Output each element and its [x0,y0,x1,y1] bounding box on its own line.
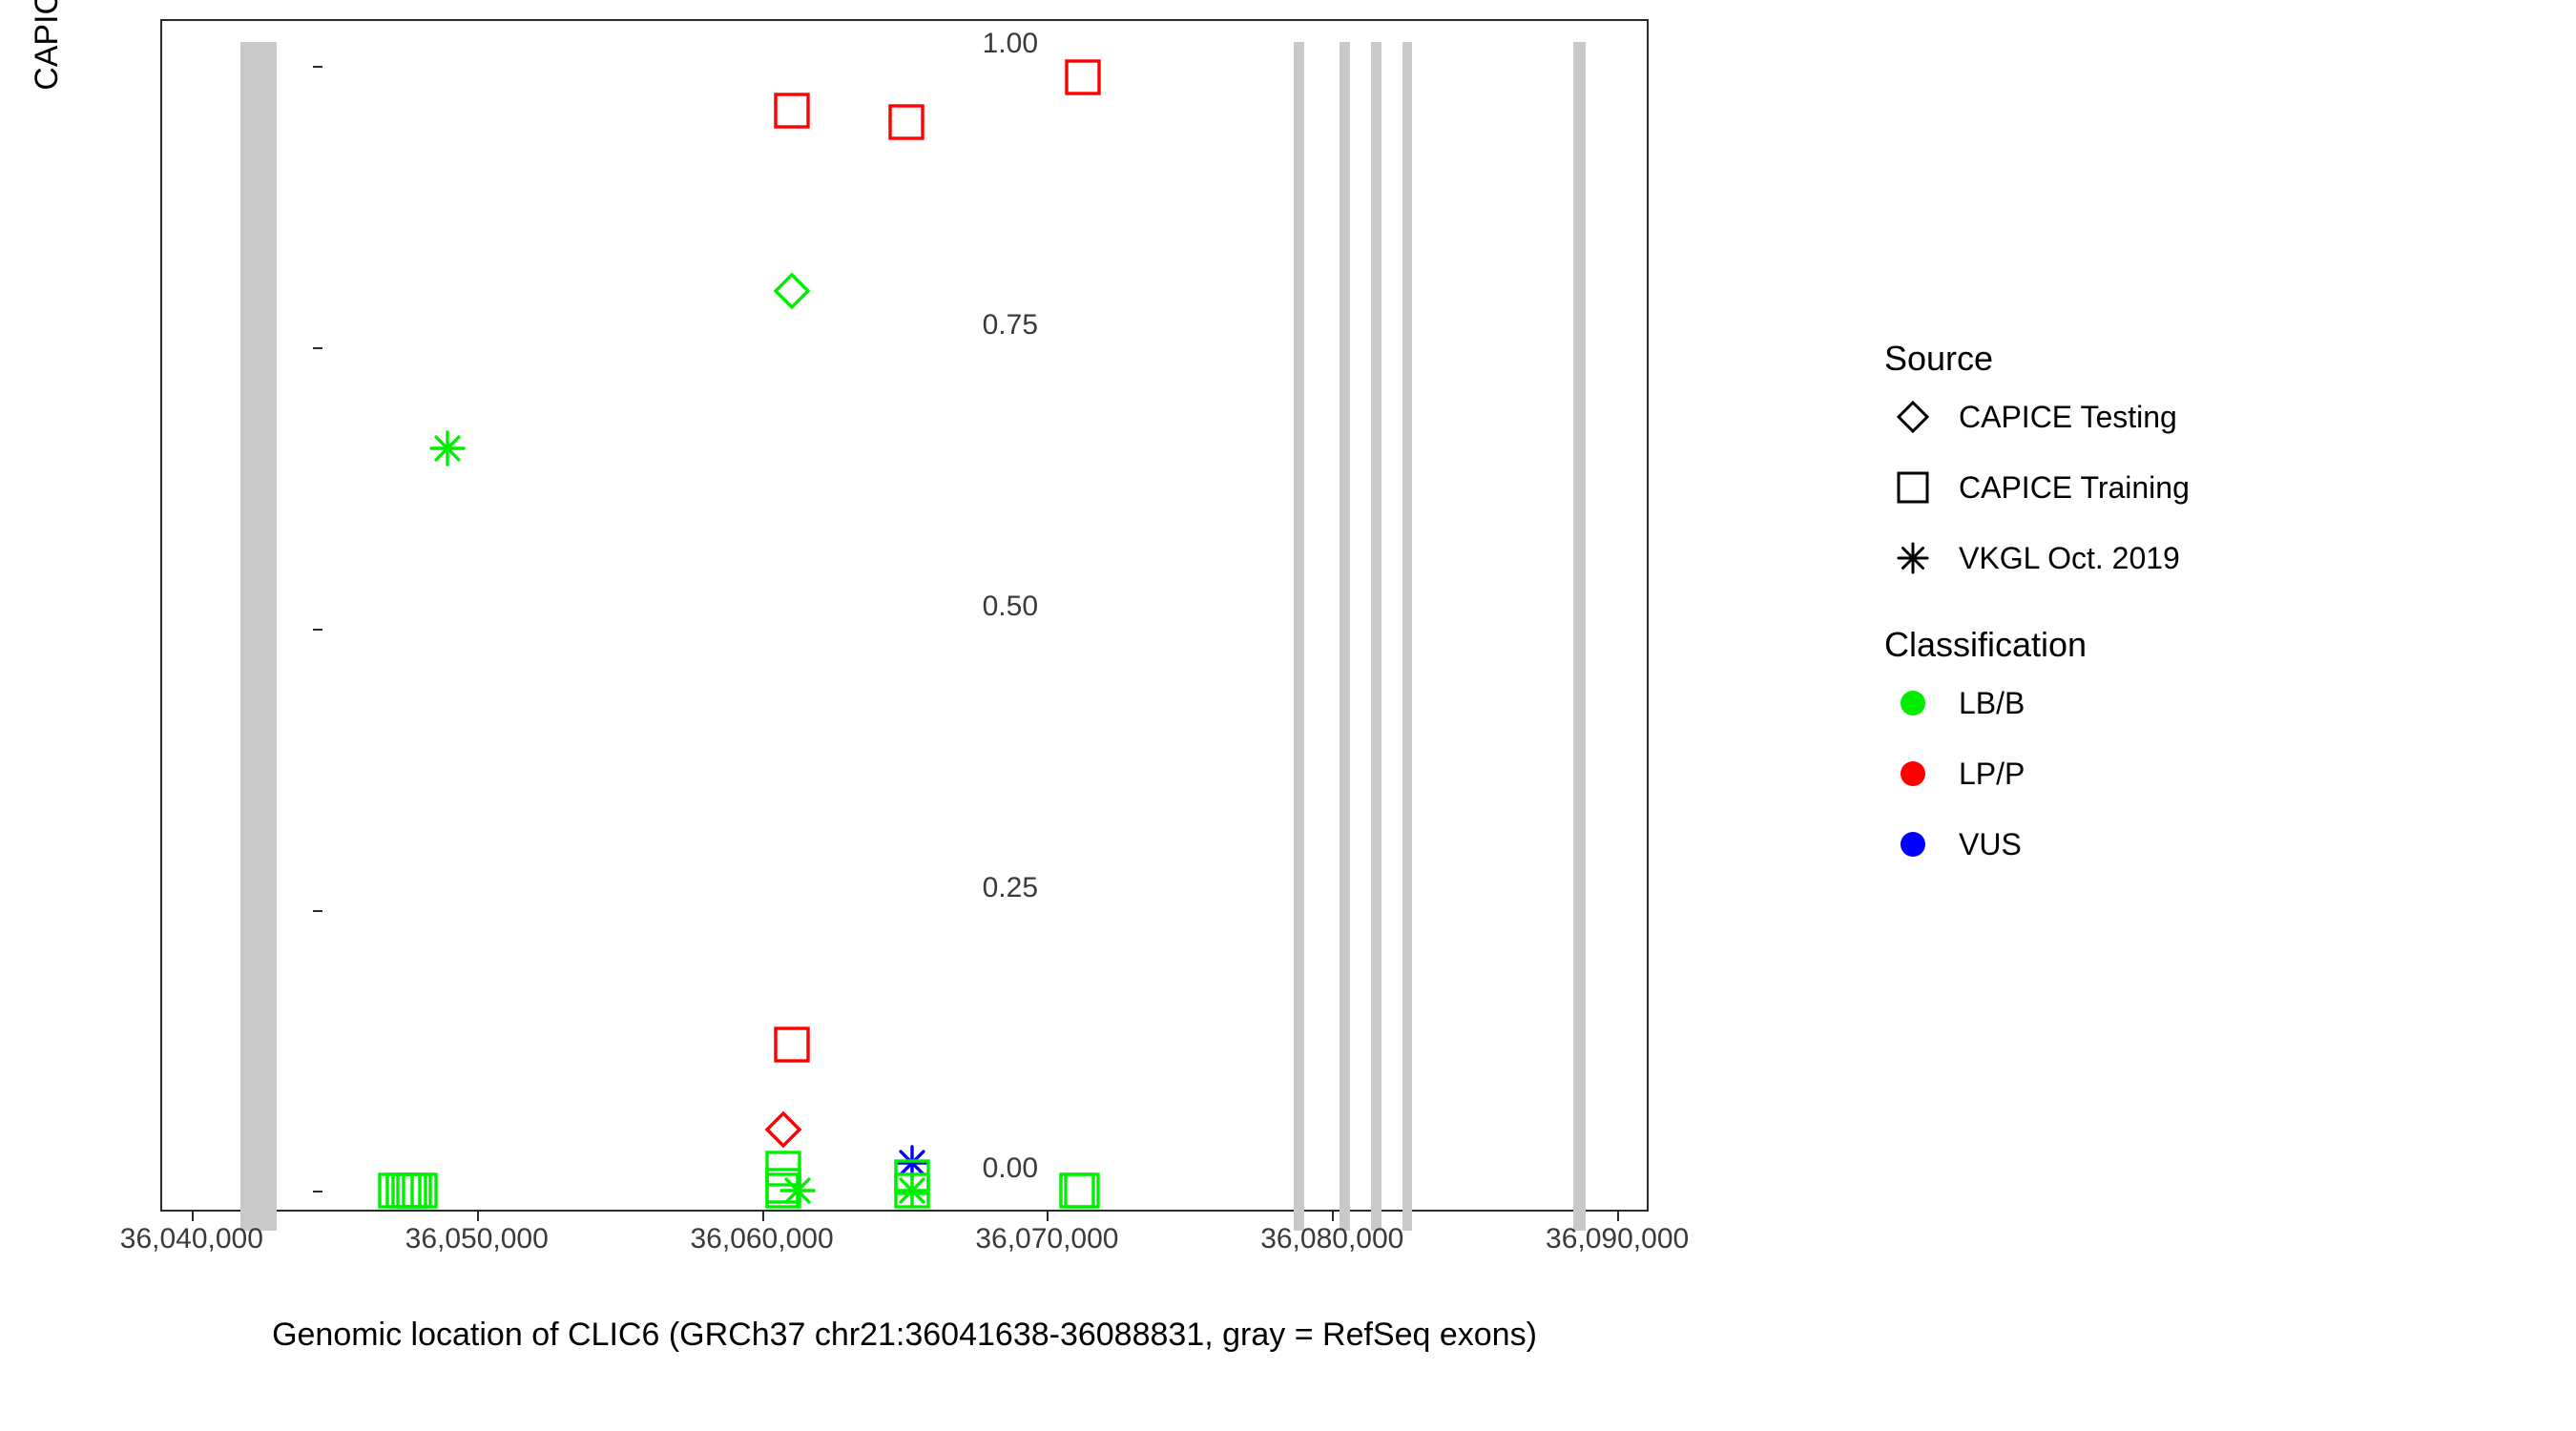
refseq-exon-bar [1371,42,1381,1231]
x-tick-mark [1617,1212,1619,1221]
legend: Source CAPICE Testing CAPICE Training VKGL… [1884,339,2504,911]
diamond-icon [1884,396,1942,438]
circle-icon-lpp [1884,753,1942,795]
data-point-square[interactable] [773,1026,811,1064]
refseq-exon-bar [1340,42,1349,1231]
x-tick-mark [477,1212,479,1221]
x-tick-label: 36,070,000 [961,1223,1132,1255]
x-tick-mark [192,1212,194,1221]
data-point-square[interactable] [1064,58,1102,96]
y-tick-mark [313,910,322,912]
legend-item-source-diamond: CAPICE Testing [1884,396,2504,438]
data-point-square[interactable] [887,103,925,141]
square-icon [1884,467,1942,508]
refseq-exon-bar [1402,42,1412,1231]
legend-source-block: Source CAPICE Testing CAPICE Training VKGL… [1884,339,2504,579]
legend-label-square: CAPICE Training [1959,470,2190,506]
y-tick-mark [313,66,322,68]
y-tick-label: 0.00 [933,1152,1038,1185]
legend-label-vus: VUS [1959,827,2022,862]
x-tick-label: 36,040,000 [106,1223,278,1255]
y-axis-title: CAPICE score (pathogenicity estimate) [29,0,66,238]
legend-item-classification-lpp: LP/P [1884,753,2504,795]
legend-classification-title: Classification [1884,625,2504,665]
refseq-exon-bar [1294,42,1303,1231]
data-point-diamond[interactable] [773,272,811,310]
y-tick-label: 0.75 [933,309,1038,342]
data-point-asterisk[interactable] [428,429,467,467]
x-tick-label: 36,060,000 [676,1223,848,1255]
legend-item-source-asterisk: VKGL Oct. 2019 [1884,537,2504,579]
legend-label-lbb: LB/B [1959,686,2025,721]
legend-source-title: Source [1884,339,2504,379]
x-tick-mark [1332,1212,1334,1221]
legend-label-lpp: LP/P [1959,757,2025,792]
data-point-asterisk[interactable] [779,1172,817,1210]
refseq-exon-bar [1573,42,1586,1231]
x-tick-mark [1047,1212,1049,1221]
data-point-square[interactable] [1063,1172,1101,1210]
legend-item-classification-vus: VUS [1884,823,2504,865]
asterisk-icon [1884,537,1942,579]
legend-item-source-square: CAPICE Training [1884,467,2504,508]
y-tick-mark [313,347,322,349]
y-tick-label: 1.00 [933,28,1038,60]
data-point-diamond[interactable] [764,1110,802,1149]
y-tick-label: 0.25 [933,872,1038,904]
legend-item-classification-lbb: LB/B [1884,682,2504,724]
data-point-square[interactable] [401,1172,439,1210]
legend-label-asterisk: VKGL Oct. 2019 [1959,541,2180,576]
legend-classification-block: Classification LB/B LP/P VUS [1884,625,2504,865]
refseq-exon-bar [240,42,277,1231]
circle-icon-vus [1884,823,1942,865]
y-tick-mark [313,629,322,631]
y-tick-mark [313,1191,322,1192]
x-tick-label: 36,050,000 [391,1223,563,1255]
data-point-square[interactable] [773,92,811,130]
x-tick-label: 36,080,000 [1246,1223,1418,1255]
x-axis-title: Genomic location of CLIC6 (GRCh37 chr21:… [160,1317,1649,1354]
legend-label-diamond: CAPICE Testing [1959,400,2177,435]
data-point-square[interactable] [893,1172,931,1210]
y-tick-label: 0.50 [933,591,1038,623]
x-tick-label: 36,090,000 [1531,1223,1703,1255]
plot-area [160,19,1649,1212]
x-tick-mark [762,1212,764,1221]
scatter-chart: CAPICE score (pathogenicity estimate) Ge… [0,0,2576,1431]
circle-icon-lbb [1884,682,1942,724]
